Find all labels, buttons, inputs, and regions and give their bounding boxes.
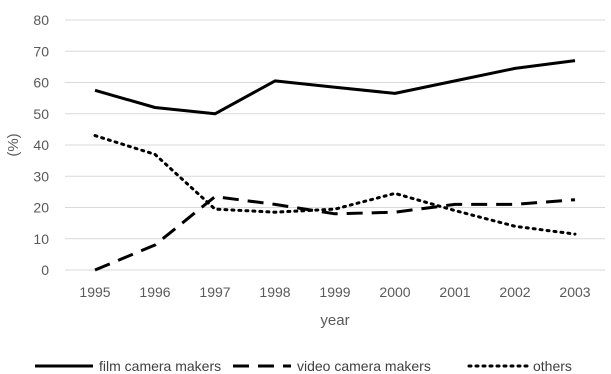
x-tick-label: 1998 xyxy=(259,284,290,300)
y-tick-label: 70 xyxy=(33,43,49,59)
x-tick-label: 1996 xyxy=(139,284,170,300)
series-line-film-camera-makers xyxy=(94,59,576,116)
y-tick-label: 10 xyxy=(33,231,49,247)
y-tick-label: 60 xyxy=(33,75,49,91)
x-tick-label: 1997 xyxy=(199,284,230,300)
series-line-video-camera-makers xyxy=(94,195,576,272)
x-axis-label: year xyxy=(320,312,349,329)
series-line-others xyxy=(93,134,577,236)
y-tick-label: 0 xyxy=(41,262,49,278)
y-tick-label: 20 xyxy=(33,200,49,216)
gridlines xyxy=(65,19,605,271)
y-axis-label: (%) xyxy=(5,133,22,156)
x-tick-label: 2002 xyxy=(499,284,530,300)
y-tick-label: 50 xyxy=(33,106,49,122)
legend: film camera makers video camera makers oth… xyxy=(35,358,572,374)
y-tick-label: 80 xyxy=(33,12,49,28)
legend-label: video camera makers xyxy=(297,358,431,374)
legend-label: film camera makers xyxy=(99,358,221,374)
y-axis-ticks: 0 10 20 30 40 50 60 70 80 xyxy=(33,12,49,278)
y-tick-label: 40 xyxy=(33,137,49,153)
y-tick-label: 30 xyxy=(33,168,49,184)
legend-label: others xyxy=(533,358,572,374)
x-tick-label: 1995 xyxy=(79,284,110,300)
x-axis-ticks: 1995 1996 1997 1998 1999 2000 2001 2002 2003 xyxy=(79,284,590,300)
x-tick-label: 2003 xyxy=(559,284,590,300)
series-lines xyxy=(93,59,577,272)
x-tick-label: 2001 xyxy=(439,284,470,300)
x-tick-label: 1999 xyxy=(319,284,350,300)
x-tick-label: 2000 xyxy=(379,284,410,300)
